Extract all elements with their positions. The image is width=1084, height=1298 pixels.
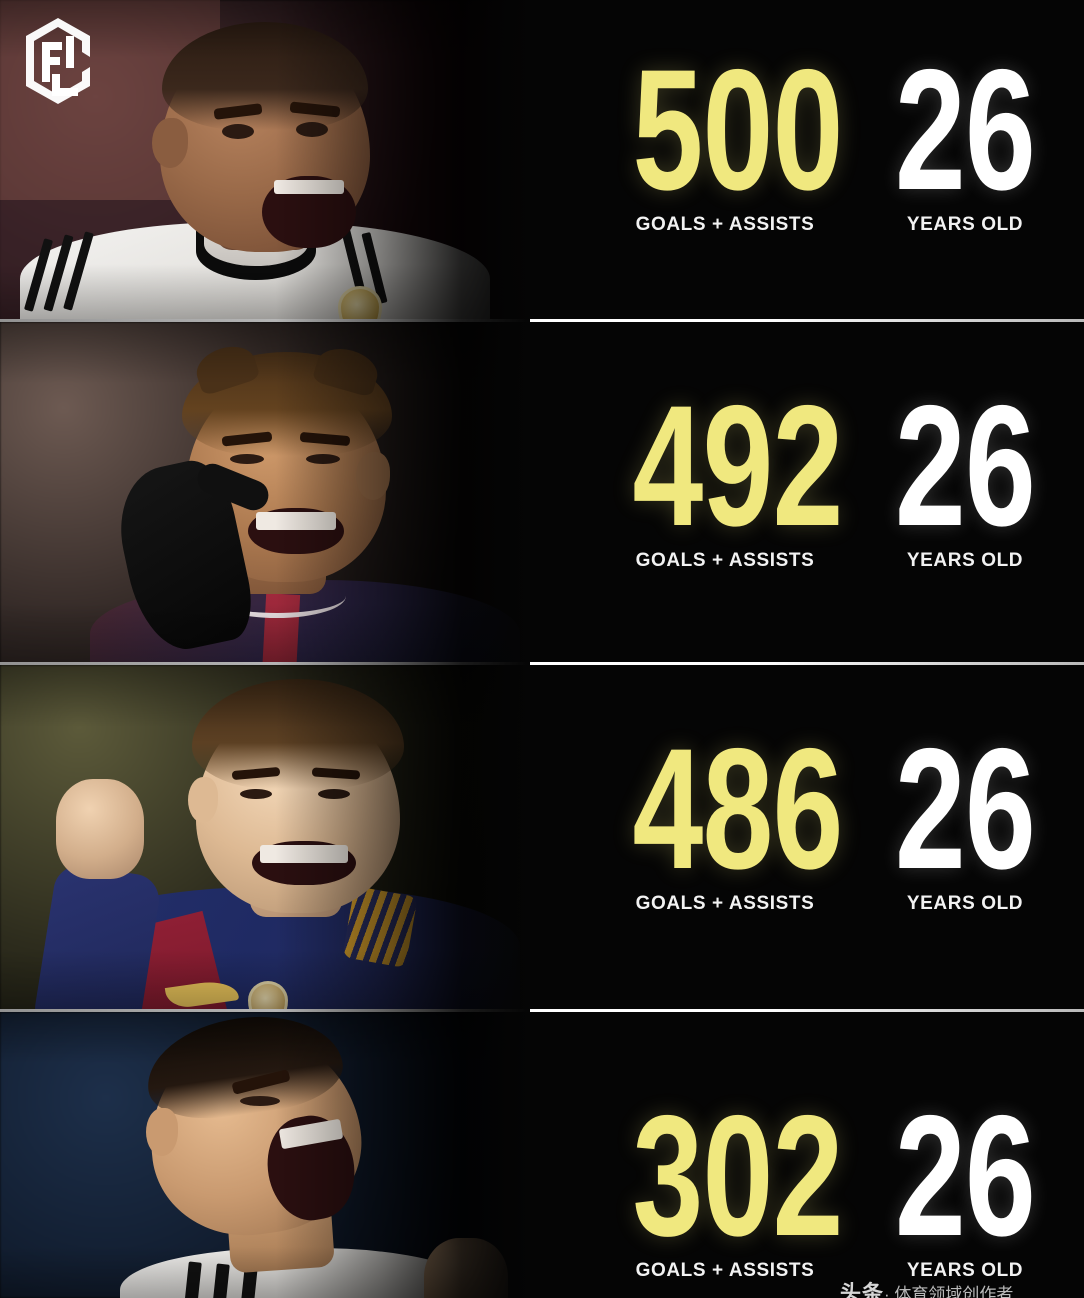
stat-goals-assists: 486 GOALS + ASSISTS [600, 713, 850, 915]
goals-assists-value: 302 [632, 1080, 844, 1272]
age-value: 26 [894, 370, 1036, 562]
goals-assists-value: 486 [632, 713, 844, 905]
player-row: 302 GOALS + ASSISTS 26 YEARS OLD [0, 1012, 1084, 1298]
age-label: YEARS OLD [906, 550, 1024, 572]
stats-block: 492 GOALS + ASSISTS 26 YEARS OLD [560, 322, 1084, 665]
player-row: 492 GOALS + ASSISTS 26 YEARS OLD [0, 322, 1084, 665]
age-value: 26 [894, 713, 1036, 905]
player-photo-ronaldo [0, 1012, 530, 1298]
stat-goals-assists: 492 GOALS + ASSISTS [600, 370, 850, 572]
watermark-text: 头条 [840, 1282, 884, 1298]
age-value: 26 [894, 34, 1036, 226]
stat-age: 26 YEARS OLD [870, 1080, 1060, 1282]
player-photo-messi [0, 665, 530, 1012]
stats-block: 486 GOALS + ASSISTS 26 YEARS OLD [560, 665, 1084, 1012]
age-value: 26 [894, 1080, 1036, 1272]
goals-assists-value: 492 [632, 370, 844, 562]
stat-age: 26 YEARS OLD [870, 34, 1060, 236]
stat-goals-assists: 500 GOALS + ASSISTS [600, 34, 850, 236]
stat-age: 26 YEARS OLD [870, 370, 1060, 572]
player-row: 500 GOALS + ASSISTS 26 YEARS OLD [0, 0, 1084, 322]
player-photo-mbappe [0, 0, 530, 322]
goals-assists-label: GOALS + ASSISTS [635, 550, 815, 572]
player-row: 486 GOALS + ASSISTS 26 YEARS OLD [0, 665, 1084, 1012]
goals-assists-label: GOALS + ASSISTS [635, 214, 815, 236]
stats-block: 500 GOALS + ASSISTS 26 YEARS OLD [560, 0, 1084, 322]
stat-goals-assists: 302 GOALS + ASSISTS [600, 1080, 850, 1282]
source-watermark: 头条· 体育领域创作者 [840, 1277, 1013, 1298]
player-photo-neymar [0, 322, 530, 665]
goals-assists-value: 500 [632, 34, 844, 226]
stats-block: 302 GOALS + ASSISTS 26 YEARS OLD [560, 1012, 1084, 1298]
age-label: YEARS OLD [906, 893, 1024, 915]
goals-assists-label: GOALS + ASSISTS [635, 1260, 815, 1282]
age-label: YEARS OLD [906, 1260, 1024, 1282]
stat-age: 26 YEARS OLD [870, 713, 1060, 915]
age-label: YEARS OLD [906, 214, 1024, 236]
goals-assists-label: GOALS + ASSISTS [635, 893, 815, 915]
watermark-subtext: · 体育领域创作者 [884, 1285, 1014, 1298]
fm-hexagon-logo-icon [22, 16, 94, 106]
